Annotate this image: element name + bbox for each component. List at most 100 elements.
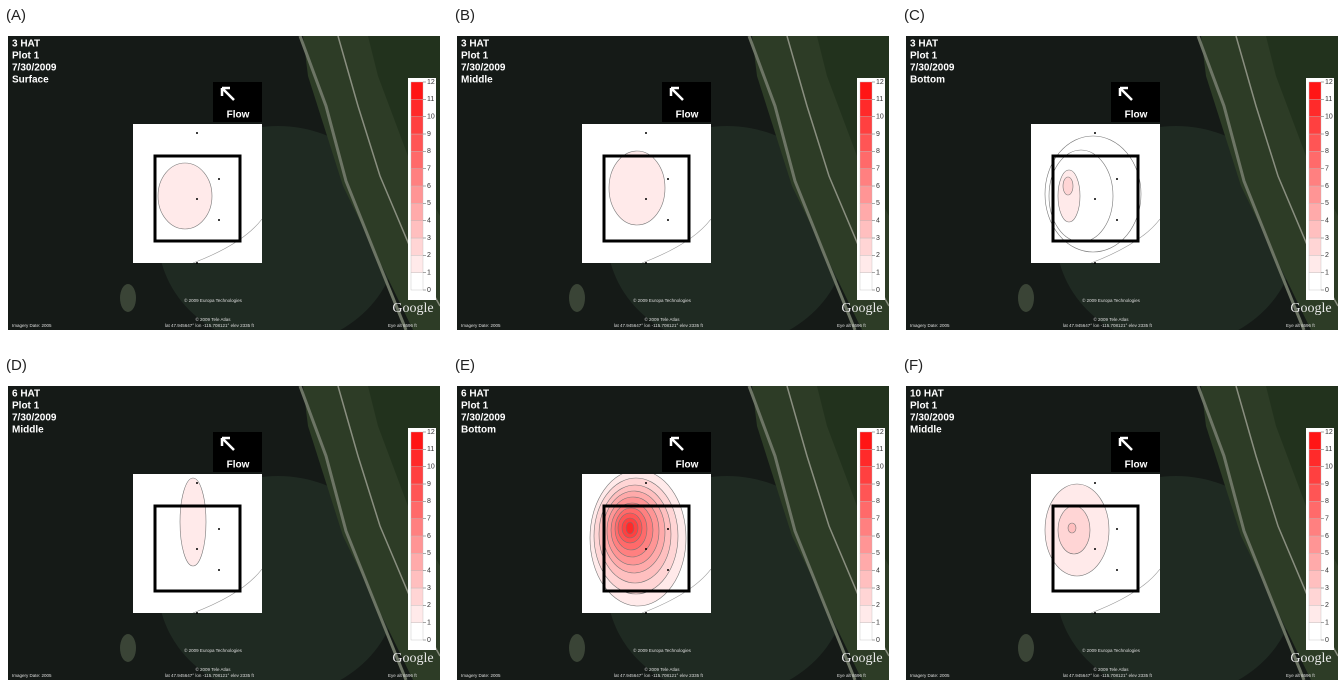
credit: © 2009 Europa Technologies — [184, 647, 243, 653]
colorbar-tick-label: 1 — [427, 270, 431, 277]
colorbar-tick-label: 12 — [876, 429, 884, 436]
colorbar-cell — [411, 151, 423, 168]
colorbar-tick-label: 8 — [427, 148, 431, 155]
colorbar-tick-label: 2 — [876, 602, 880, 609]
credit: © 2009 Tele Atlas — [644, 316, 680, 322]
colorbar-cell — [860, 432, 872, 449]
colorbar-cell — [411, 553, 423, 570]
sample-point — [667, 219, 669, 221]
colorbar-tick-label: 8 — [1325, 498, 1329, 505]
colorbar-tick-label: 5 — [876, 550, 880, 557]
colorbar-tick-label: 4 — [876, 568, 880, 575]
info-text: 7/30/2009 — [461, 63, 506, 74]
brand: Google — [1290, 651, 1331, 666]
info-text: 7/30/2009 — [910, 63, 955, 74]
colorbar-cell — [860, 501, 872, 518]
info-text: 3 HAT — [12, 39, 40, 50]
colorbar-tick-label: 0 — [1325, 287, 1329, 294]
island — [569, 634, 585, 662]
island — [1018, 634, 1034, 662]
colorbar-cell — [411, 238, 423, 255]
colorbar-tick-label: 0 — [876, 637, 880, 644]
contour — [1063, 177, 1073, 195]
colorbar-cell — [860, 623, 872, 640]
colorbar-tick-label: 7 — [1325, 516, 1329, 523]
colorbar-cell — [860, 117, 872, 134]
info-text: Middle — [461, 75, 493, 86]
flow-label: Flow — [676, 110, 699, 121]
colorbar-tick-label: 3 — [427, 235, 431, 242]
sample-point — [645, 612, 647, 614]
colorbar-tick-label: 12 — [427, 429, 435, 436]
map-panel: 10 HATPlot 17/30/2009MiddleFlow012345678… — [906, 386, 1338, 680]
sample-point — [196, 198, 198, 200]
colorbar-cell — [411, 432, 423, 449]
colorbar-cell — [860, 571, 872, 588]
colorbar: 0123456789101112 — [857, 428, 885, 650]
colorbar-cell — [860, 134, 872, 151]
colorbar-cell — [411, 571, 423, 588]
colorbar-tick-label: 3 — [876, 235, 880, 242]
sample-point — [196, 262, 198, 264]
colorbar-cell — [860, 449, 872, 466]
colorbar-tick-label: 12 — [876, 79, 884, 86]
info-text: 6 HAT — [12, 389, 40, 400]
colorbar-cell — [860, 82, 872, 99]
flow-label: Flow — [1125, 460, 1148, 471]
credit: Eye alt 6596 ft — [1286, 323, 1316, 328]
colorbar-cell — [860, 519, 872, 536]
colorbar-cell — [1309, 571, 1321, 588]
colorbar-tick-label: 0 — [427, 287, 431, 294]
colorbar-tick-label: 9 — [427, 481, 431, 488]
credit: © 2009 Tele Atlas — [1093, 316, 1129, 322]
info-text: 7/30/2009 — [12, 63, 57, 74]
colorbar-cell — [1309, 82, 1321, 99]
colorbar-cell — [411, 82, 423, 99]
colorbar-cell — [860, 221, 872, 238]
sample-point — [1094, 612, 1096, 614]
colorbar-tick-label: 11 — [876, 446, 883, 453]
colorbar-cell — [411, 169, 423, 186]
colorbar-tick-label: 9 — [876, 481, 880, 488]
contour-plot — [133, 474, 262, 614]
sample-point — [1116, 219, 1118, 221]
contour-plot — [582, 470, 711, 614]
colorbar-cell — [411, 99, 423, 116]
colorbar-cell — [411, 588, 423, 605]
colorbar-cell — [860, 484, 872, 501]
colorbar-tick-label: 8 — [876, 148, 880, 155]
credit: Eye alt 6596 ft — [837, 323, 867, 328]
contour-plot — [1031, 474, 1160, 614]
colorbar-cell — [411, 134, 423, 151]
info-text: 6 HAT — [461, 389, 489, 400]
colorbar-cell — [411, 623, 423, 640]
colorbar-tick-label: 4 — [876, 218, 880, 225]
panel-label: (E) — [455, 357, 475, 374]
colorbar-cell — [411, 449, 423, 466]
sample-point — [218, 178, 220, 180]
colorbar-tick-label: 8 — [1325, 148, 1329, 155]
sample-point — [1094, 262, 1096, 264]
credit: Imagery Date: 2005 — [12, 673, 52, 678]
colorbar-cell — [411, 501, 423, 518]
colorbar-tick-label: 8 — [427, 498, 431, 505]
sample-point — [667, 178, 669, 180]
brand: Google — [1290, 301, 1331, 316]
colorbar-cell — [411, 221, 423, 238]
colorbar-cell — [1309, 553, 1321, 570]
colorbar-tick-label: 6 — [1325, 183, 1329, 190]
colorbar-cell — [1309, 484, 1321, 501]
colorbar-tick-label: 6 — [876, 533, 880, 540]
colorbar-cell — [411, 605, 423, 622]
colorbar-tick-label: 9 — [1325, 131, 1329, 138]
colorbar-tick-label: 4 — [427, 218, 431, 225]
colorbar-cell — [411, 484, 423, 501]
sample-point — [1116, 569, 1118, 571]
colorbar: 0123456789101112 — [857, 78, 885, 300]
figure: (A)3 HATPlot 17/30/2009SurfaceFlow012345… — [0, 0, 1343, 680]
colorbar-tick-label: 0 — [876, 287, 880, 294]
sample-point — [196, 482, 198, 484]
colorbar-tick-label: 2 — [427, 252, 431, 259]
colorbar-tick-label: 10 — [427, 464, 435, 471]
